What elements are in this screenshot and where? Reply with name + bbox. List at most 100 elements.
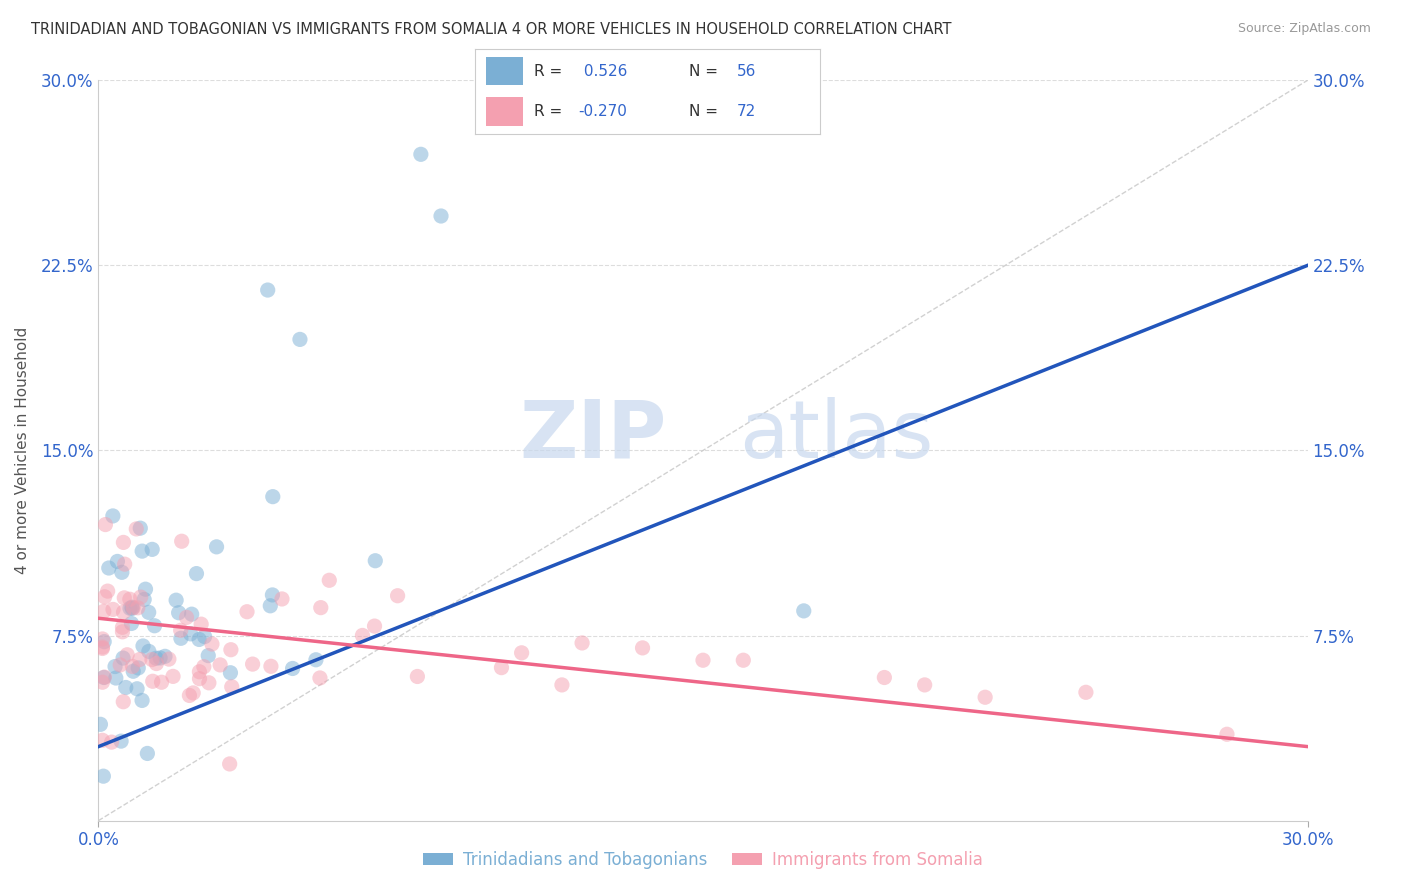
Point bbox=[309, 671, 332, 685]
Text: TRINIDADIAN AND TOBAGONIAN VS IMMIGRANTS FROM SOMALIA 4 OR MORE VEHICLES IN HOUS: TRINIDADIAN AND TOBAGONIAN VS IMMIGRANTS… bbox=[31, 22, 952, 37]
Point bbox=[118, 601, 141, 615]
FancyBboxPatch shape bbox=[485, 97, 523, 126]
Point bbox=[101, 602, 124, 616]
Point bbox=[104, 671, 127, 685]
Point bbox=[271, 591, 294, 606]
Point bbox=[89, 717, 111, 731]
Point bbox=[364, 554, 387, 568]
Point bbox=[793, 604, 815, 618]
Point bbox=[219, 642, 242, 657]
Point bbox=[93, 604, 115, 618]
Point bbox=[692, 653, 714, 667]
Text: 56: 56 bbox=[737, 63, 756, 78]
Point bbox=[112, 651, 135, 665]
Text: -0.270: -0.270 bbox=[579, 104, 627, 120]
Point bbox=[112, 535, 135, 549]
Point bbox=[305, 653, 328, 667]
Point bbox=[112, 605, 135, 619]
Point bbox=[111, 620, 134, 634]
Point bbox=[363, 619, 385, 633]
Point bbox=[131, 544, 153, 558]
Point bbox=[190, 617, 212, 632]
Point bbox=[914, 678, 936, 692]
Point bbox=[281, 661, 304, 675]
Point bbox=[288, 332, 311, 346]
Point bbox=[93, 634, 115, 648]
Point bbox=[122, 665, 145, 679]
FancyBboxPatch shape bbox=[485, 57, 523, 86]
Point bbox=[118, 592, 141, 607]
Point bbox=[242, 657, 264, 672]
Point bbox=[93, 671, 115, 685]
Point bbox=[114, 681, 136, 695]
Point bbox=[121, 659, 143, 673]
Point bbox=[409, 147, 432, 161]
Point bbox=[218, 756, 240, 771]
Text: R =: R = bbox=[534, 63, 567, 78]
Point bbox=[93, 670, 115, 684]
Point bbox=[93, 769, 115, 783]
Point bbox=[406, 669, 429, 683]
Point bbox=[179, 689, 201, 703]
Point bbox=[111, 624, 134, 639]
Point bbox=[193, 659, 215, 673]
Point bbox=[571, 636, 593, 650]
Point bbox=[510, 646, 533, 660]
Point bbox=[209, 657, 232, 672]
Point bbox=[141, 542, 163, 557]
Point bbox=[974, 690, 997, 705]
Point bbox=[108, 657, 131, 672]
Point bbox=[104, 659, 127, 673]
Point bbox=[121, 601, 143, 615]
Point bbox=[201, 637, 224, 651]
Point bbox=[153, 649, 176, 664]
Point bbox=[262, 490, 284, 504]
Point bbox=[162, 669, 184, 683]
Point bbox=[188, 665, 211, 679]
Point bbox=[112, 695, 135, 709]
Point bbox=[127, 600, 149, 615]
Point bbox=[107, 554, 129, 568]
Text: ZIP: ZIP bbox=[519, 397, 666, 475]
Point bbox=[387, 589, 409, 603]
Point bbox=[165, 593, 187, 607]
Point bbox=[97, 561, 120, 575]
Point bbox=[170, 624, 193, 638]
Point bbox=[221, 680, 243, 694]
Point bbox=[157, 652, 180, 666]
Point bbox=[134, 582, 156, 597]
Point bbox=[125, 681, 148, 696]
Point bbox=[143, 619, 166, 633]
Point bbox=[205, 540, 228, 554]
Legend: Trinidadians and Tobagonians, Immigrants from Somalia: Trinidadians and Tobagonians, Immigrants… bbox=[416, 844, 990, 875]
Point bbox=[111, 566, 134, 580]
Text: 0.526: 0.526 bbox=[579, 63, 627, 78]
Point bbox=[149, 651, 172, 665]
Point bbox=[132, 639, 155, 653]
Point bbox=[115, 648, 138, 662]
Text: atlas: atlas bbox=[740, 397, 934, 475]
Point bbox=[170, 632, 193, 646]
Point bbox=[551, 678, 574, 692]
Point bbox=[733, 653, 755, 667]
Point bbox=[127, 661, 149, 675]
Point bbox=[197, 648, 219, 663]
Point bbox=[188, 672, 211, 686]
Point bbox=[122, 600, 145, 615]
Point bbox=[188, 632, 211, 647]
Point bbox=[141, 652, 163, 666]
Point bbox=[260, 659, 283, 673]
Point bbox=[631, 640, 654, 655]
Point bbox=[128, 652, 150, 666]
Point bbox=[1216, 727, 1239, 741]
Point bbox=[145, 657, 167, 671]
Point bbox=[186, 566, 208, 581]
Point bbox=[112, 591, 135, 605]
Point bbox=[91, 640, 114, 654]
Text: Source: ZipAtlas.com: Source: ZipAtlas.com bbox=[1237, 22, 1371, 36]
Point bbox=[129, 521, 152, 535]
Point bbox=[138, 644, 160, 658]
Point bbox=[121, 616, 143, 631]
Point bbox=[1074, 685, 1097, 699]
Point bbox=[262, 588, 284, 602]
